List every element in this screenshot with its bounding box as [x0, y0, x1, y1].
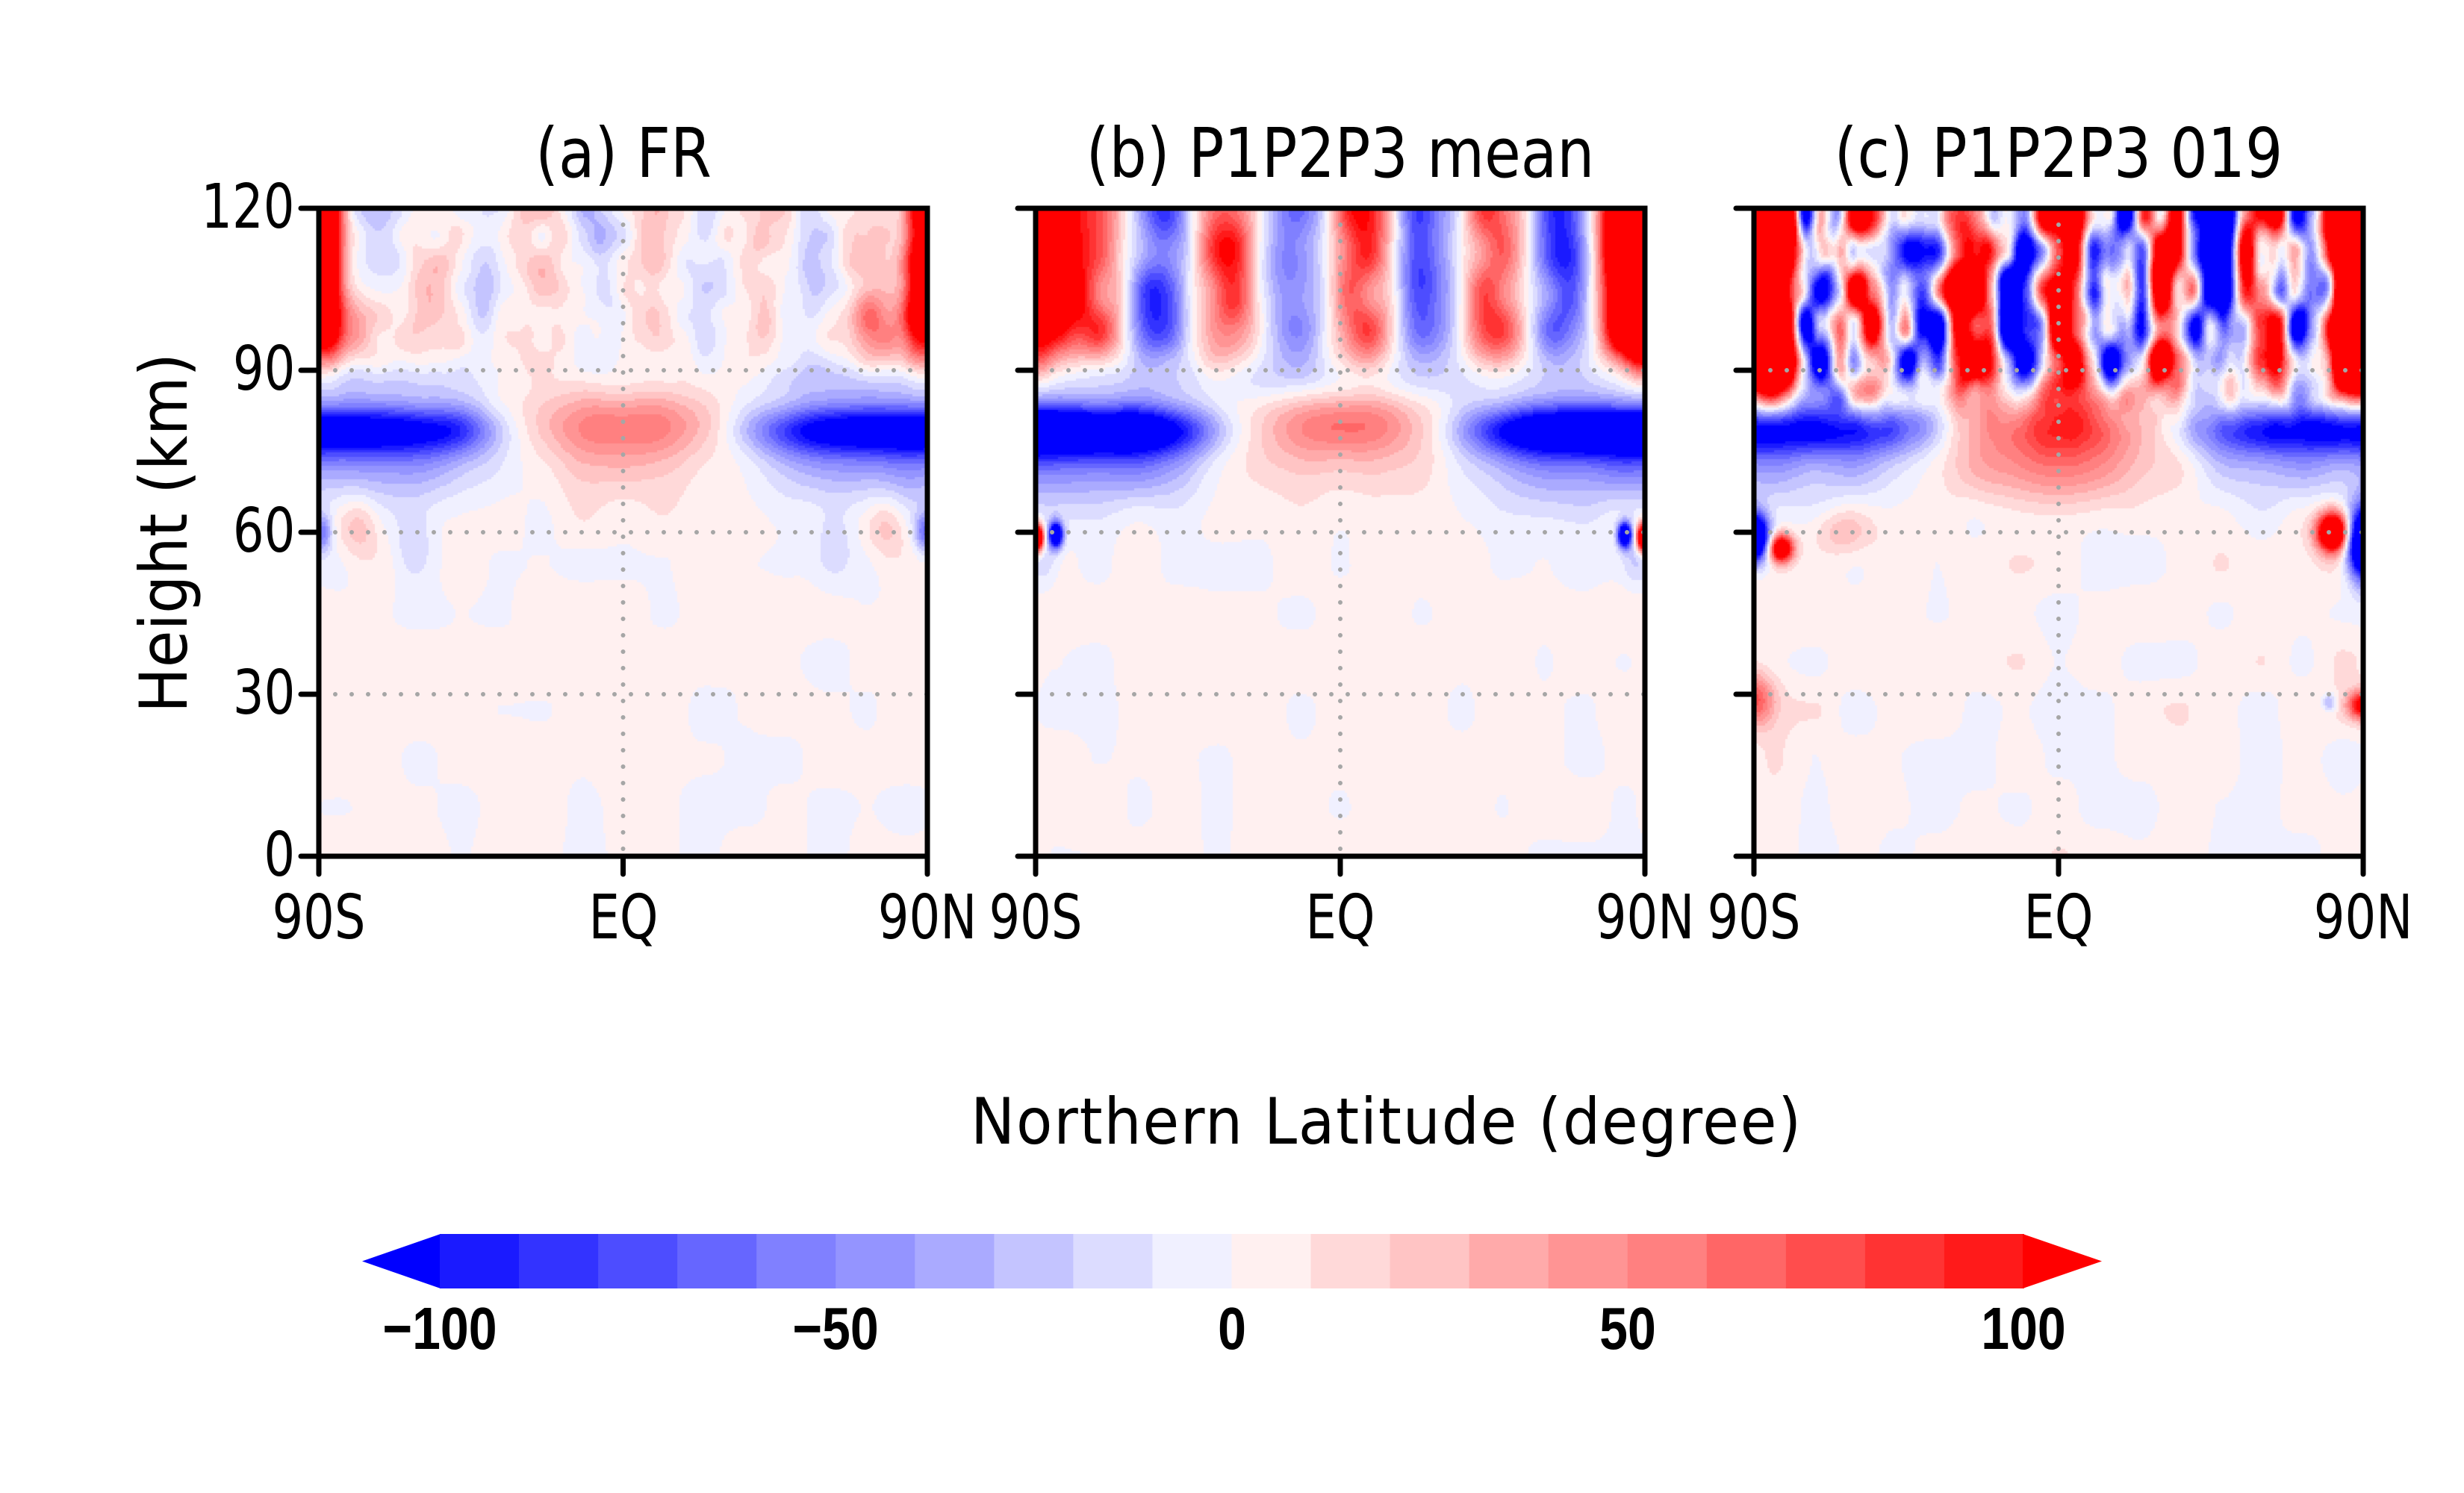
colorbar-bin — [1469, 1234, 1549, 1288]
x-tick-label: EQ — [588, 882, 659, 953]
colorbar-bin — [1390, 1234, 1470, 1288]
x-axis-label: Northern Latitude (degree) — [970, 1085, 1803, 1159]
y-tick-label: 60 — [232, 496, 295, 567]
panel-b-title: (b) P1P2P3 mean — [1086, 113, 1595, 193]
panel-a-title: (a) FR — [535, 113, 712, 193]
x-tick-label: 90N — [1595, 882, 1695, 953]
colorbar-bin — [836, 1234, 916, 1288]
colorbar-arrow-right — [2023, 1234, 2102, 1288]
colorbar-bin — [1073, 1234, 1154, 1288]
y-tick-label: 90 — [232, 334, 295, 405]
y-tick-label: 30 — [232, 658, 295, 729]
colorbar-bin — [1152, 1234, 1233, 1288]
colorbar-bin — [598, 1234, 678, 1288]
colorbar-bin — [1310, 1234, 1391, 1288]
colorbar-arrow-left — [362, 1234, 441, 1288]
x-tick-label: 90N — [877, 882, 977, 953]
x-tick-label: EQ — [2023, 882, 2094, 953]
colorbar-bin — [915, 1234, 995, 1288]
x-tick-label: 90S — [272, 882, 366, 953]
colorbar-bin — [994, 1234, 1074, 1288]
colorbar-tick-label: 100 — [1981, 1295, 2066, 1362]
colorbar-bin — [1231, 1234, 1312, 1288]
colorbar-bin — [440, 1234, 520, 1288]
y-tick-label: 120 — [201, 172, 295, 243]
x-tick-label: 90S — [1707, 882, 1801, 953]
colorbar-bin — [1785, 1234, 1866, 1288]
colorbar-bin — [1627, 1234, 1708, 1288]
y-tick-label: 0 — [264, 820, 295, 891]
colorbar-tick-label: −50 — [792, 1295, 879, 1362]
colorbar-bin — [1706, 1234, 1787, 1288]
colorbar-bin — [1548, 1234, 1628, 1288]
colorbar-tick-label: 0 — [1217, 1295, 1246, 1362]
colorbar-bin — [1864, 1234, 1945, 1288]
colorbar-tick-label: 50 — [1599, 1295, 1656, 1362]
colorbar-bin — [677, 1234, 757, 1288]
colorbar-bin — [1944, 1234, 2024, 1288]
x-tick-label: EQ — [1305, 882, 1375, 953]
colorbar-bin — [519, 1234, 599, 1288]
x-tick-label: 90S — [989, 882, 1083, 953]
panel-c-title: (c) P1P2P3 019 — [1834, 113, 2283, 193]
colorbar-bin — [756, 1234, 837, 1288]
colorbar-tick-label: −100 — [382, 1295, 497, 1362]
x-tick-label: 90N — [2313, 882, 2413, 953]
